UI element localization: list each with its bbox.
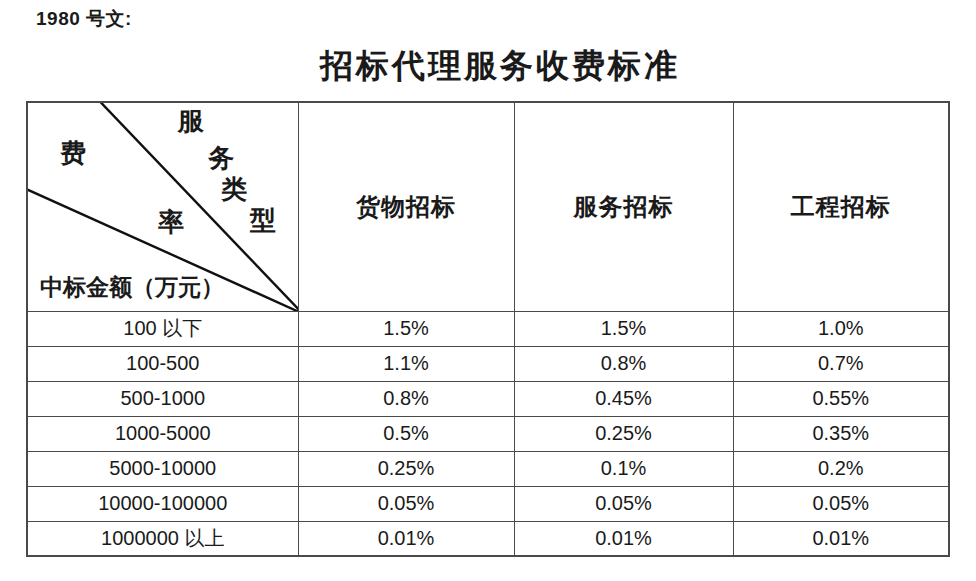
rate-cell: 1.5% [514, 311, 733, 346]
column-header-engineering: 工程招标 [733, 102, 949, 311]
rate-cell: 0.2% [733, 451, 949, 486]
rate-cell: 0.05% [733, 486, 949, 521]
rate-cell: 0.7% [733, 346, 949, 381]
rate-cell: 1.5% [298, 311, 514, 346]
row-label: 500-1000 [27, 381, 298, 416]
rate-cell: 0.01% [514, 521, 733, 556]
row-label: 100 以下 [27, 311, 298, 346]
doc-number-label: 1980 号文: [36, 6, 132, 32]
row-label: 1000-5000 [27, 416, 298, 451]
rate-cell: 0.1% [514, 451, 733, 486]
corner-label-service-type-char: 型 [250, 208, 276, 234]
corner-label-service-type-char: 服 [178, 109, 204, 135]
rate-cell: 0.55% [733, 381, 949, 416]
rate-cell: 1.0% [733, 311, 949, 346]
rate-cell: 1.1% [298, 346, 514, 381]
rate-cell: 0.05% [298, 486, 514, 521]
table-row: 1000-5000 0.5% 0.25% 0.35% [27, 416, 949, 451]
corner-label-service-type-char: 类 [221, 177, 247, 203]
row-label: 100-500 [27, 346, 298, 381]
fee-standard-table: 服 务 类 型 费 率 中标金额（万元） 货物招标 服务招标 工程招标 100 … [26, 101, 950, 557]
rate-cell: 0.8% [298, 381, 514, 416]
rate-cell: 0.5% [298, 416, 514, 451]
column-header-goods: 货物招标 [298, 102, 514, 311]
rate-cell: 0.25% [298, 451, 514, 486]
table-row: 10000-100000 0.05% 0.05% 0.05% [27, 486, 949, 521]
table-row: 100 以下 1.5% 1.5% 1.0% [27, 311, 949, 346]
table-row: 500-1000 0.8% 0.45% 0.55% [27, 381, 949, 416]
corner-label-fee-rate-char: 费 [60, 141, 86, 167]
table-row: 5000-10000 0.25% 0.1% 0.2% [27, 451, 949, 486]
column-header-services: 服务招标 [514, 102, 733, 311]
rate-cell: 0.05% [514, 486, 733, 521]
row-label: 10000-100000 [27, 486, 298, 521]
corner-label-bid-amount: 中标金额（万元） [40, 272, 224, 303]
table-row: 1000000 以上 0.01% 0.01% 0.01% [27, 521, 949, 556]
rate-cell: 0.45% [514, 381, 733, 416]
rate-cell: 0.8% [514, 346, 733, 381]
corner-header-cell: 服 务 类 型 费 率 中标金额（万元） [27, 102, 298, 311]
table-row: 100-500 1.1% 0.8% 0.7% [27, 346, 949, 381]
rate-cell: 0.01% [298, 521, 514, 556]
corner-label-fee-rate-char: 率 [158, 210, 184, 236]
page-title: 招标代理服务收费标准 [0, 44, 976, 89]
row-label: 5000-10000 [27, 451, 298, 486]
rate-cell: 0.35% [733, 416, 949, 451]
rate-cell: 0.01% [733, 521, 949, 556]
table-header-row: 服 务 类 型 费 率 中标金额（万元） 货物招标 服务招标 工程招标 [27, 102, 949, 311]
rate-cell: 0.25% [514, 416, 733, 451]
corner-label-service-type-char: 务 [208, 146, 234, 172]
row-label: 1000000 以上 [27, 521, 298, 556]
